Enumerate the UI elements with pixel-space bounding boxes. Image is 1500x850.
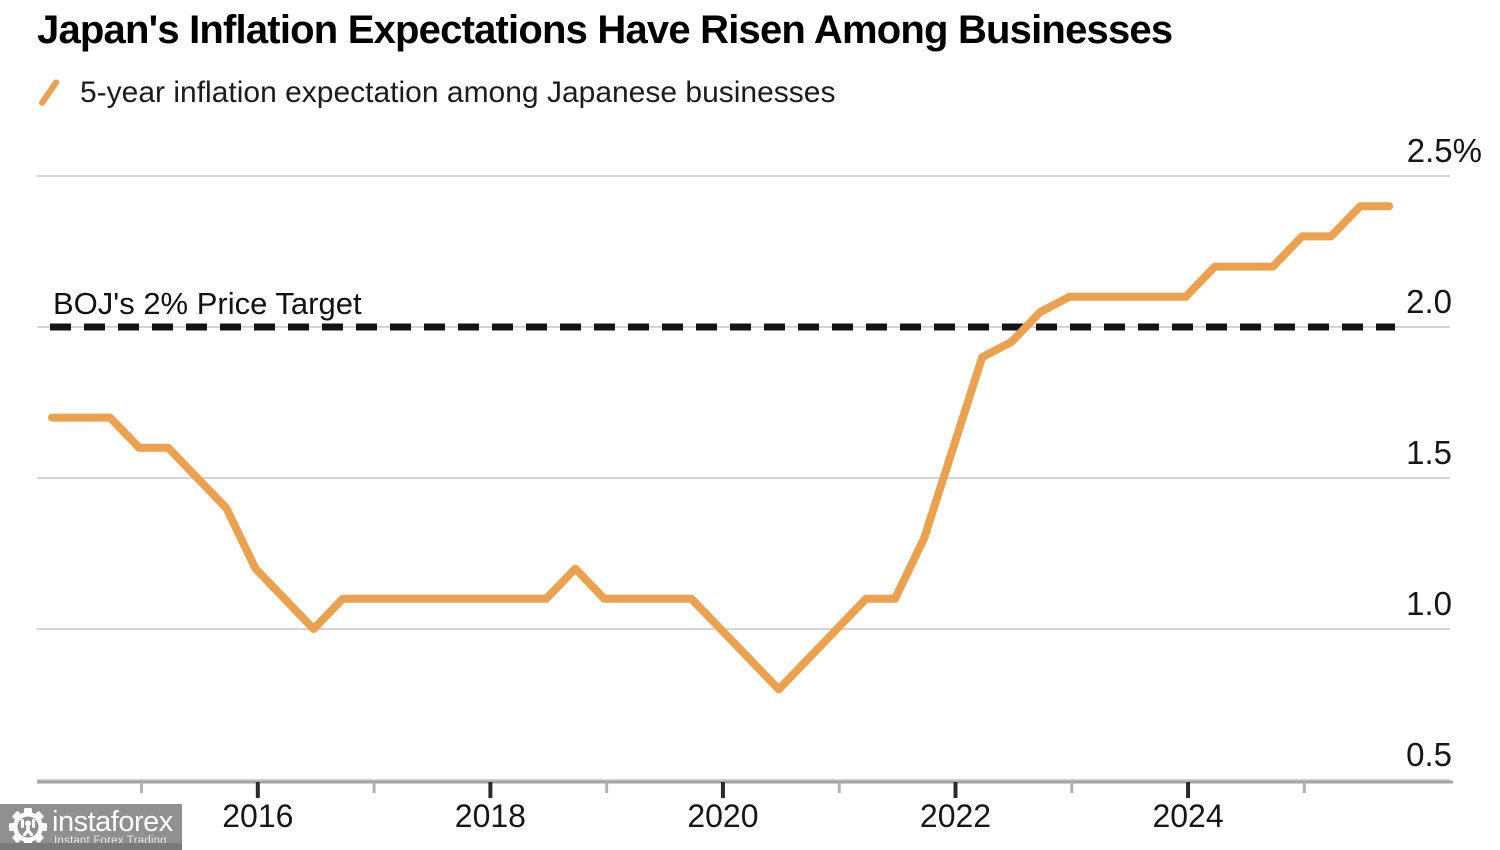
x-axis (37, 780, 1453, 798)
y-axis-label: 1.5 (1406, 434, 1452, 471)
target-annotation: BOJ's 2% Price Target (53, 286, 362, 321)
legend-label: 5-year inflation expectation among Japan… (80, 76, 836, 109)
person-icon (21, 819, 35, 836)
x-axis-label: 2020 (687, 798, 759, 834)
watermark-brand: instaforex (52, 806, 173, 838)
x-axis-label: 2018 (454, 798, 526, 834)
y-axis-label: 0.5 (1406, 736, 1452, 773)
x-axis-label: 2024 (1152, 798, 1224, 834)
legend-slash-icon (38, 79, 60, 106)
y-axis-label: 2.0 (1406, 283, 1452, 320)
instaforex-gear-icon (9, 808, 47, 846)
series-line (48, 202, 1394, 694)
x-axis-label: 2022 (919, 798, 992, 834)
x-axis-label: 2016 (222, 798, 294, 834)
y-axis-label: 2.5% (1406, 132, 1482, 169)
watermark-footer-strip (0, 843, 182, 850)
inflation-expectation-line (48, 202, 1394, 694)
chart-title: Japan's Inflation Expectations Have Rise… (37, 8, 1173, 52)
y-axis-label: 1.0 (1406, 585, 1452, 622)
